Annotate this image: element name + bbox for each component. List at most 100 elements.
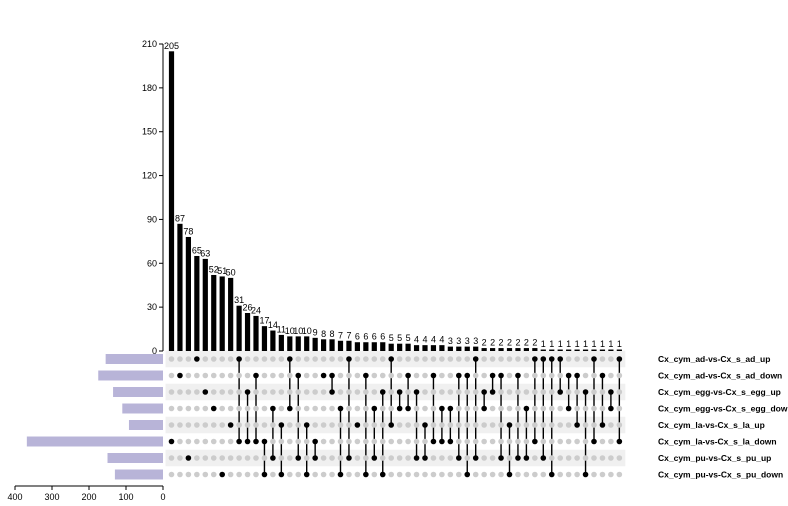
matrix-dot-inactive bbox=[616, 372, 623, 379]
matrix-dot-inactive bbox=[532, 422, 538, 428]
matrix-dot-inactive bbox=[320, 356, 327, 362]
matrix-dot-inactive bbox=[608, 455, 614, 461]
matrix-dot-inactive bbox=[320, 389, 327, 395]
intersection-bar-label: 7 bbox=[338, 330, 343, 340]
intersection-bar-label: 3 bbox=[448, 336, 453, 346]
matrix-dot-inactive bbox=[574, 455, 580, 461]
matrix-dot-inactive bbox=[227, 455, 234, 461]
matrix-dot-active bbox=[236, 356, 242, 362]
intersection-bar-label: 26 bbox=[243, 302, 253, 312]
matrix-dot-inactive bbox=[447, 389, 454, 395]
intersection-bar-label: 3 bbox=[465, 336, 470, 346]
matrix-dot-inactive bbox=[616, 455, 623, 461]
matrix-dot-active bbox=[608, 405, 614, 412]
intersection-bar-label: 2 bbox=[507, 338, 512, 348]
intersection-bar bbox=[422, 345, 428, 351]
matrix-dot-inactive bbox=[295, 438, 302, 445]
intersection-bar bbox=[278, 334, 284, 351]
matrix-dot-active bbox=[506, 422, 513, 428]
matrix-dot-inactive bbox=[270, 356, 276, 362]
matrix-dot-inactive bbox=[244, 455, 251, 461]
matrix-dot-inactive bbox=[498, 422, 504, 428]
matrix-dot-inactive bbox=[177, 389, 183, 395]
matrix-dot-inactive bbox=[422, 438, 428, 445]
matrix-dot-inactive bbox=[244, 405, 251, 412]
matrix-dot-inactive bbox=[464, 455, 471, 461]
matrix-dot-active bbox=[312, 438, 318, 445]
matrix-dot-inactive bbox=[456, 356, 462, 362]
matrix-dot-inactive bbox=[210, 389, 217, 395]
matrix-dot-inactive bbox=[295, 405, 302, 412]
matrix-dot-active bbox=[270, 455, 276, 461]
matrix-dot-active bbox=[244, 438, 251, 445]
intersection-bar bbox=[540, 349, 546, 351]
matrix-dot-inactive bbox=[532, 471, 538, 478]
matrix-dot-inactive bbox=[236, 389, 242, 395]
matrix-dot-inactive bbox=[565, 471, 572, 478]
matrix-dot-inactive bbox=[329, 405, 335, 412]
matrix-dot-inactive bbox=[329, 438, 335, 445]
matrix-dot-inactive bbox=[210, 438, 217, 445]
matrix-dot-inactive bbox=[219, 405, 225, 412]
set-axis-tick-label: 400 bbox=[7, 492, 22, 502]
intersection-bar bbox=[464, 346, 470, 351]
matrix-dot-inactive bbox=[202, 422, 209, 428]
matrix-dot-inactive bbox=[379, 405, 386, 412]
set-axis-tick-label: 100 bbox=[118, 492, 133, 502]
matrix-dot-inactive bbox=[185, 389, 192, 395]
intersection-bar bbox=[616, 349, 622, 351]
matrix-dot-active bbox=[194, 356, 200, 362]
matrix-dot-inactive bbox=[591, 455, 597, 461]
set-axis-tick-label: 300 bbox=[44, 492, 59, 502]
matrix-dot-inactive bbox=[582, 372, 589, 379]
matrix-dot-inactive bbox=[430, 389, 437, 395]
matrix-dot-active bbox=[346, 356, 352, 362]
intersection-bar bbox=[253, 315, 259, 351]
matrix-dot-active bbox=[261, 438, 268, 445]
matrix-dot-inactive bbox=[447, 422, 454, 428]
matrix-dot-inactive bbox=[295, 356, 302, 362]
matrix-dot-inactive bbox=[498, 389, 504, 395]
matrix-dot-inactive bbox=[337, 422, 344, 428]
set-label: Cx_cym_egg-vs-Cx_s_egg_up bbox=[658, 387, 781, 397]
matrix-dot-inactive bbox=[354, 356, 361, 362]
matrix-dot-inactive bbox=[253, 405, 259, 412]
matrix-dot-inactive bbox=[371, 471, 378, 478]
intersection-bar bbox=[574, 349, 580, 351]
intersection-bar-label: 31 bbox=[234, 295, 244, 305]
matrix-dot-inactive bbox=[320, 455, 327, 461]
matrix-dot-inactive bbox=[439, 422, 445, 428]
matrix-dot-inactive bbox=[608, 372, 614, 379]
matrix-dot-inactive bbox=[253, 422, 259, 428]
matrix-dot-inactive bbox=[303, 405, 310, 412]
matrix-dot-inactive bbox=[185, 471, 192, 478]
set-label: Cx_cym_ad-vs-Cx_s_ad_down bbox=[658, 371, 782, 381]
matrix-dot-active bbox=[616, 438, 623, 445]
intersection-bar bbox=[549, 349, 555, 351]
matrix-dot-inactive bbox=[413, 356, 420, 362]
matrix-dot-inactive bbox=[295, 389, 302, 395]
matrix-dot-active bbox=[168, 438, 175, 445]
matrix-dot-inactive bbox=[379, 356, 386, 362]
matrix-dot-active bbox=[540, 356, 547, 362]
matrix-dot-inactive bbox=[363, 455, 369, 461]
matrix-dot-inactive bbox=[388, 438, 395, 445]
matrix-dot-active bbox=[227, 422, 234, 428]
matrix-dot-inactive bbox=[599, 356, 606, 362]
intersection-bar bbox=[236, 305, 242, 351]
intersection-bar-label: 2 bbox=[482, 338, 487, 348]
matrix-dot-inactive bbox=[287, 372, 293, 379]
matrix-dot-active bbox=[219, 471, 225, 478]
intersection-bar bbox=[287, 336, 293, 351]
intersection-bar bbox=[388, 343, 394, 351]
matrix-dot-inactive bbox=[329, 356, 335, 362]
matrix-dot-inactive bbox=[481, 455, 487, 461]
matrix-dot-inactive bbox=[430, 422, 437, 428]
intersection-bar-label: 1 bbox=[566, 339, 571, 349]
matrix-dot-active bbox=[295, 455, 302, 461]
matrix-dot-active bbox=[540, 455, 547, 461]
matrix-dot-inactive bbox=[346, 372, 352, 379]
matrix-dot-active bbox=[388, 356, 395, 362]
matrix-dot-inactive bbox=[227, 438, 234, 445]
